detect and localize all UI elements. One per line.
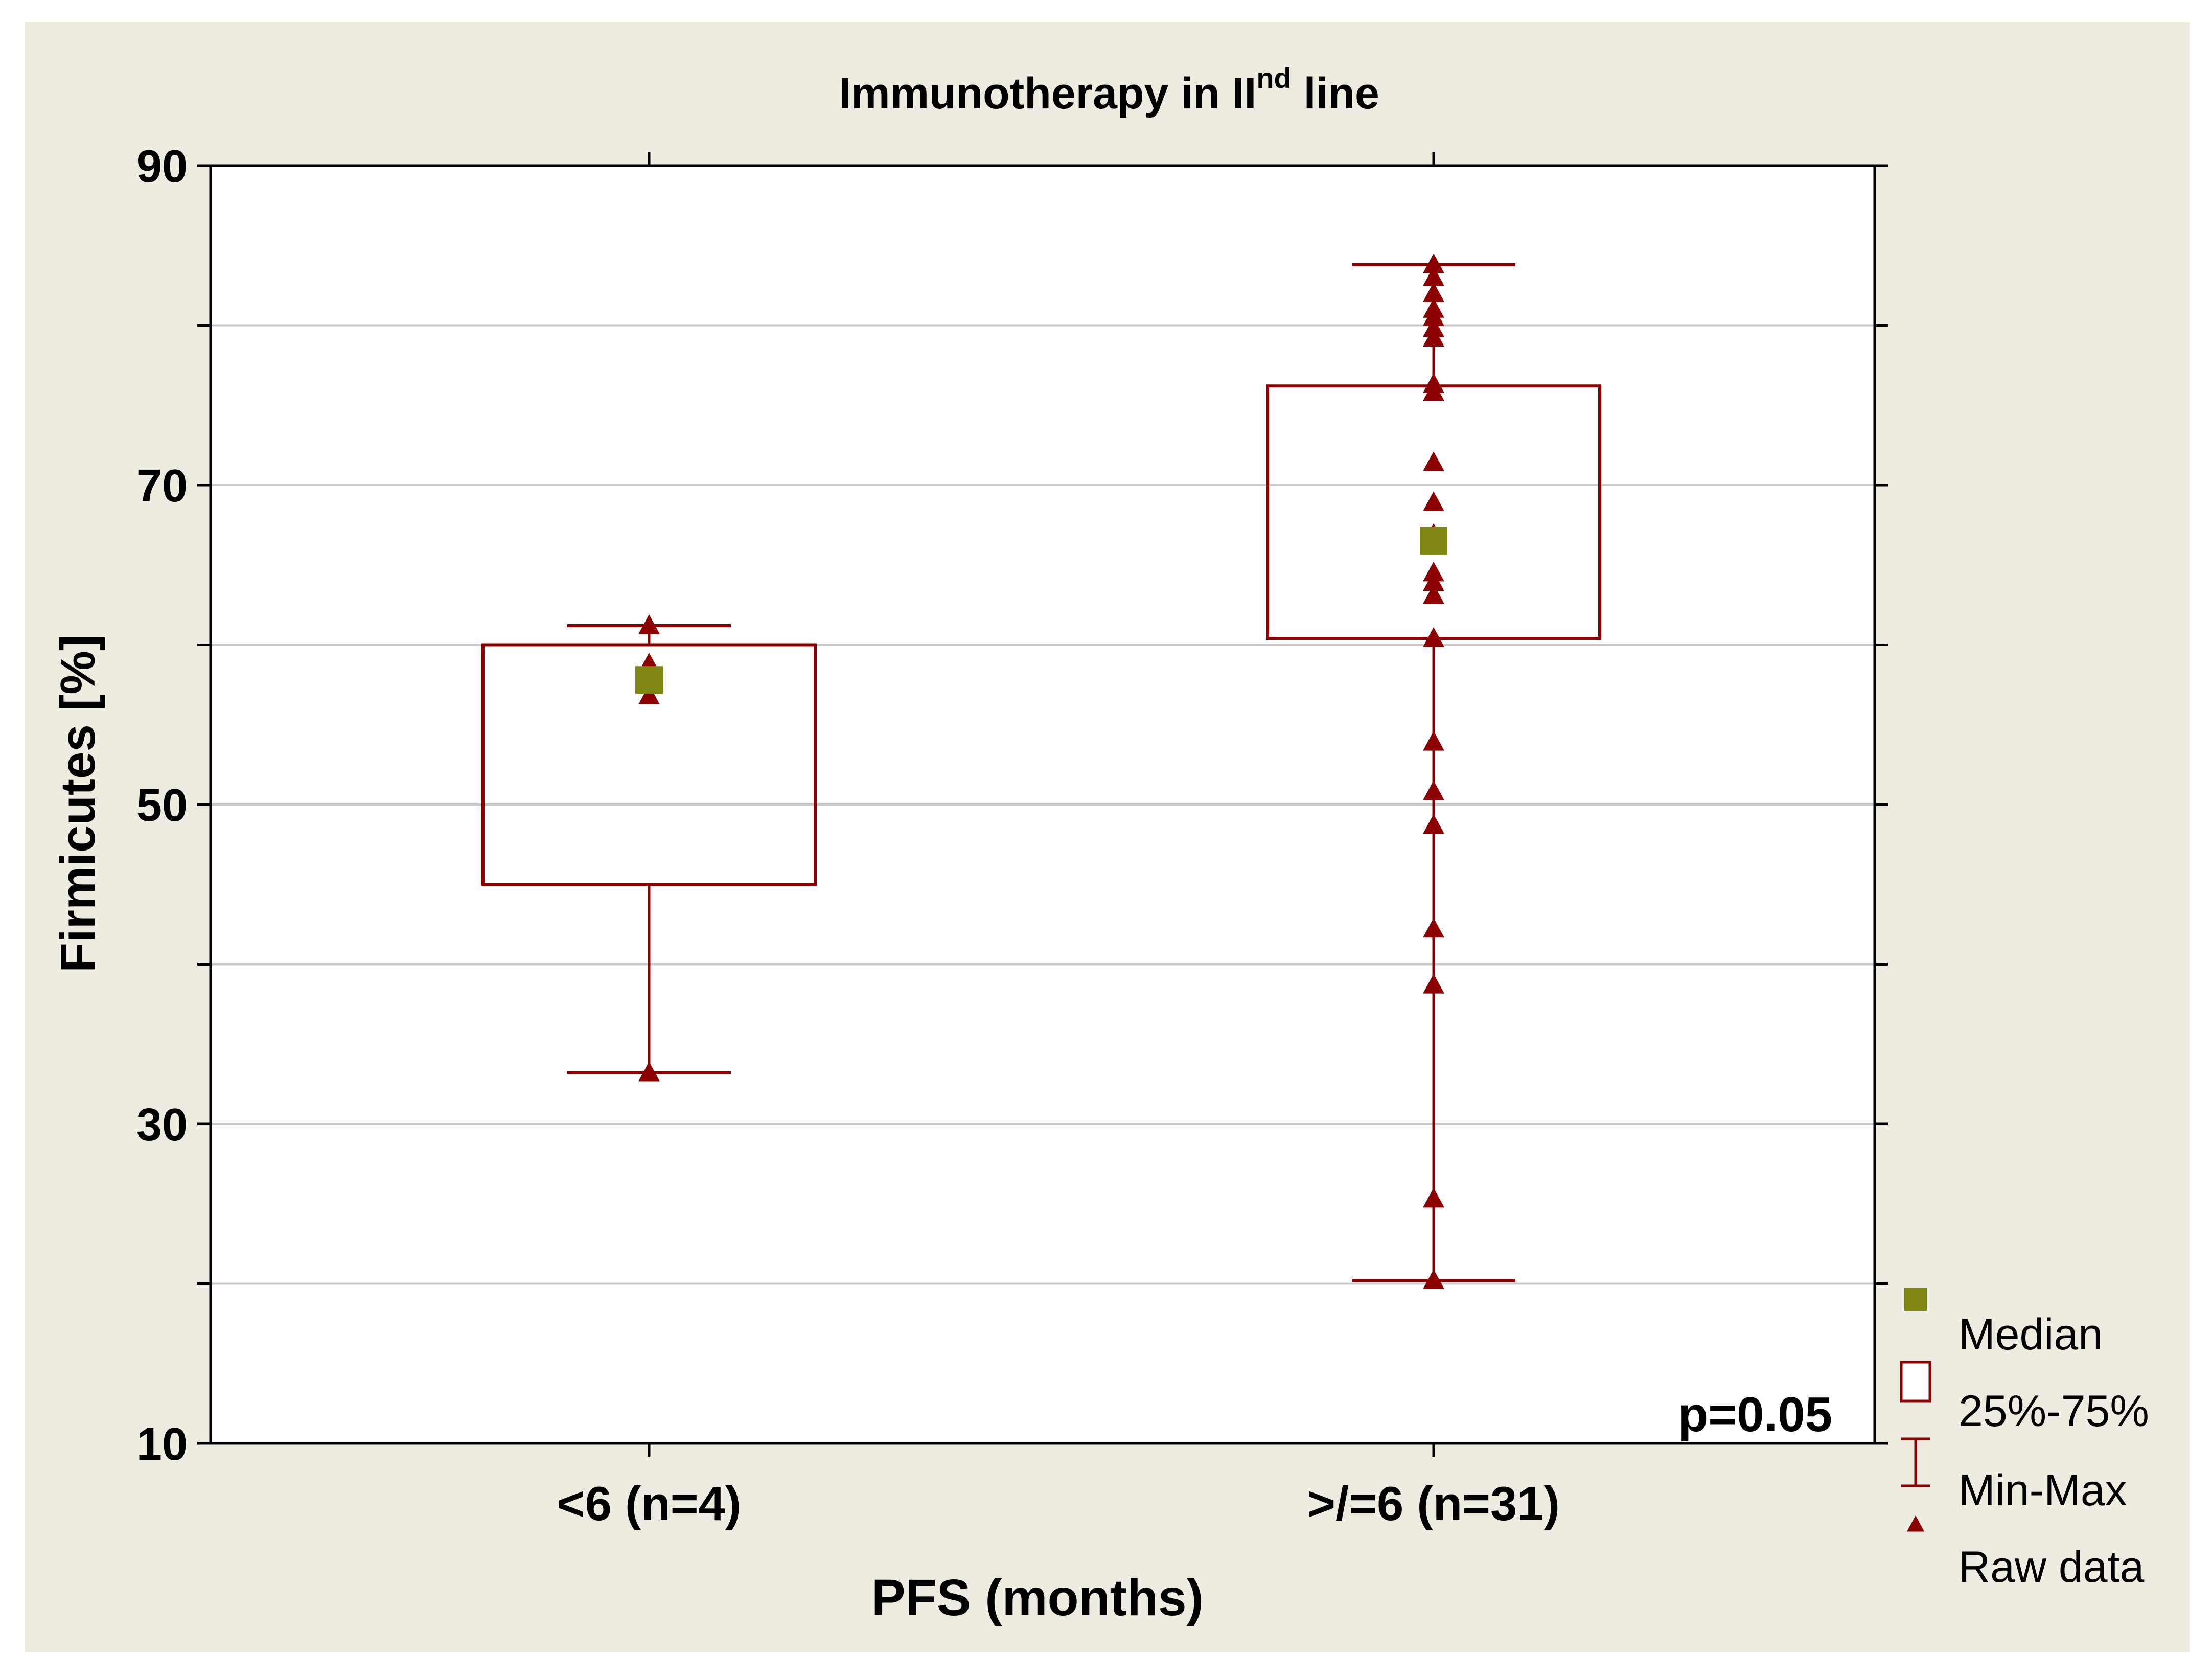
box-series — [481, 253, 1601, 1289]
raw-data-point — [1423, 451, 1444, 471]
median-marker — [635, 666, 663, 694]
legend: Median 25%-75% Min-Max Raw data — [1900, 1288, 2149, 1592]
legend-median-swatch — [1904, 1288, 1927, 1311]
chart-title-tail: line — [1292, 69, 1379, 118]
p-value-annotation: p=0.05 — [1678, 1387, 1832, 1442]
legend-label: Min-Max — [1958, 1466, 2127, 1515]
raw-data-point — [1423, 298, 1444, 318]
chart-title: Immunotherapy in IInd line — [839, 62, 1379, 118]
raw-data-point — [1423, 317, 1444, 337]
median-marker — [1420, 527, 1447, 555]
legend-item-median: Median — [1904, 1288, 2103, 1359]
raw-data-point — [1423, 1269, 1444, 1289]
y-tick-label: 30 — [136, 1099, 188, 1151]
y-tick-label: 90 — [136, 141, 188, 192]
raw-data-point — [1423, 627, 1444, 647]
iqr-box — [481, 643, 817, 886]
y-axis-label: Firmicutes [%] — [51, 634, 105, 972]
y-tick-label: 70 — [136, 461, 188, 512]
raw-data-point — [638, 1062, 660, 1082]
raw-data-point — [1423, 282, 1444, 302]
legend-box-swatch — [1900, 1361, 1931, 1403]
raw-data-point — [1423, 917, 1444, 938]
raw-data-point — [1423, 584, 1444, 604]
x-axis-label: PFS (months) — [871, 1569, 1204, 1626]
y-tick-label: 10 — [136, 1419, 188, 1470]
raw-data-point — [638, 684, 660, 704]
raw-data-point — [1423, 373, 1444, 393]
x-tick-label: <6 (n=4) — [557, 1477, 742, 1530]
legend-label: Raw data — [1958, 1543, 2144, 1592]
raw-data-point — [1423, 731, 1444, 751]
box-group — [481, 614, 817, 1082]
legend-label: 25%-75% — [1958, 1387, 2149, 1436]
legend-label: Median — [1958, 1310, 2103, 1359]
raw-data-point — [638, 614, 660, 634]
y-axis: 10 30 50 70 90 — [136, 141, 1888, 1470]
chart-title-main: Immunotherapy in II — [839, 69, 1256, 118]
box-group — [1266, 253, 1601, 1289]
raw-data-point — [1423, 561, 1444, 582]
raw-data-point — [1423, 266, 1444, 286]
x-tick-label: >/=6 (n=31) — [1307, 1477, 1560, 1530]
legend-item-raw: Raw data — [1906, 1515, 2144, 1592]
y-tick-label: 50 — [136, 780, 188, 831]
raw-data-point — [1423, 780, 1444, 800]
raw-data-point — [1423, 253, 1444, 273]
raw-data-point — [1423, 974, 1444, 994]
x-axis: <6 (n=4) >/=6 (n=31) — [557, 152, 1560, 1530]
raw-data-point — [1423, 1187, 1444, 1208]
raw-data-point — [1423, 814, 1444, 834]
chart-title-superscript: nd — [1256, 62, 1291, 94]
legend-item-whisker: Min-Max — [1901, 1437, 2127, 1515]
raw-data-point — [1423, 491, 1444, 511]
legend-raw-swatch — [1906, 1515, 1925, 1532]
legend-item-box: 25%-75% — [1900, 1361, 2149, 1436]
